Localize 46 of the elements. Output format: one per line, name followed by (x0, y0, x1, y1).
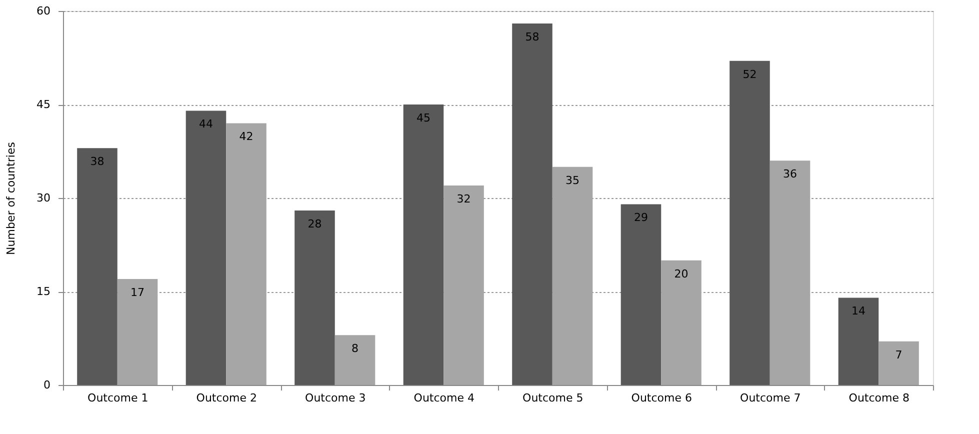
data-label: 45 (416, 112, 430, 124)
x-tick-label: Outcome 8 (848, 392, 910, 404)
data-label: 29 (634, 211, 648, 224)
y-tick-label: 45 (36, 98, 50, 111)
bar (878, 341, 919, 385)
bar (186, 110, 226, 385)
data-label: 58 (525, 30, 540, 44)
y-tick-label: 60 (36, 4, 50, 18)
data-label: 35 (566, 174, 580, 187)
bar (661, 260, 702, 385)
bar (838, 298, 879, 385)
bar (117, 279, 158, 385)
x-tick-label: Outcome 5 (522, 392, 584, 404)
data-label: 28 (308, 217, 322, 230)
data-label: 8 (352, 342, 359, 356)
data-label: 38 (90, 155, 104, 168)
y-tick-label: 30 (36, 192, 50, 204)
data-label: 17 (130, 286, 145, 300)
y-tick-label: 0 (44, 378, 50, 392)
y-axis-title: Number of countries (4, 142, 18, 255)
data-label: 52 (742, 68, 757, 81)
bar (552, 166, 593, 385)
bar (226, 123, 266, 385)
data-label: 32 (456, 192, 471, 206)
data-label: 7 (895, 348, 902, 362)
x-tick-label: Outcome 4 (414, 392, 474, 404)
bar (770, 160, 810, 385)
bar (620, 204, 662, 385)
bar (77, 148, 118, 385)
data-label: 14 (851, 304, 866, 318)
x-tick-label: Outcome 3 (305, 392, 366, 404)
data-label: 36 (783, 168, 798, 181)
data-label: 20 (674, 267, 688, 280)
bar (444, 186, 484, 385)
bar (512, 23, 552, 385)
bar (294, 210, 335, 385)
y-tick-label: 15 (36, 285, 50, 298)
bar (403, 104, 444, 385)
x-tick-label: Outcome 2 (196, 392, 257, 404)
x-tick-label: Outcome 1 (88, 392, 148, 404)
x-tick-label: Outcome 7 (740, 392, 801, 404)
data-label: 44 (198, 118, 213, 131)
bar (730, 60, 770, 385)
bar (334, 335, 376, 385)
x-tick-label: Outcome 6 (631, 392, 692, 404)
data-label: 42 (239, 130, 254, 144)
